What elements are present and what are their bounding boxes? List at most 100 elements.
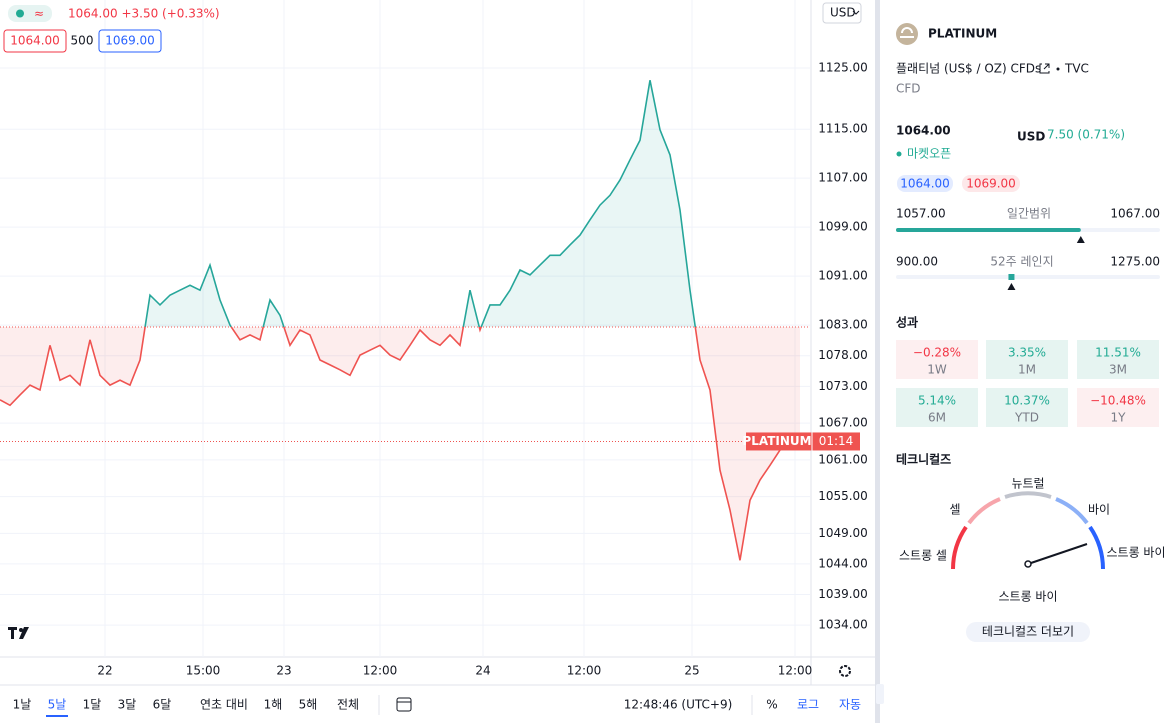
range-fill <box>896 228 1081 232</box>
exchange: TVC <box>1064 62 1089 76</box>
settings-icon[interactable] <box>839 665 851 677</box>
technicals-button[interactable] <box>966 622 1090 642</box>
chevron <box>852 10 860 15</box>
y-tick-label: 1099.00 <box>818 220 868 234</box>
logo <box>8 627 29 639</box>
currency-button[interactable] <box>822 2 862 24</box>
status: 마켓오픈 <box>907 147 951 161</box>
x-tick-label: 22 <box>97 664 112 678</box>
year-range-title: 52주 레인지 <box>990 255 1053 269</box>
ask-pill <box>962 175 1020 192</box>
symbol: PLATINUM <box>928 27 997 41</box>
performance-period: 3M <box>1109 363 1127 377</box>
range-button[interactable]: 5날 <box>48 698 67 712</box>
performance-period: YTD <box>1014 411 1039 425</box>
ask: 1069.00 <box>966 177 1016 191</box>
performance-period: 1M <box>1018 363 1036 377</box>
y-tick-label: 1067.00 <box>818 416 868 430</box>
symbol-glyph <box>900 27 914 38</box>
ask-box[interactable] <box>98 29 162 53</box>
range-track <box>896 275 1160 279</box>
gauge-buy: 바이 <box>1088 503 1110 517</box>
collapse-button[interactable] <box>876 684 884 704</box>
external-icon[interactable] <box>1039 63 1050 74</box>
needle <box>1027 543 1088 565</box>
x-tick-label: 12:00 <box>778 664 813 678</box>
toolbar: 1날 5날 1달 3달 6달 연초 대비 1해 5해 전체 <box>13 698 359 717</box>
calendar-icon[interactable] <box>396 697 412 712</box>
auto-toggle[interactable]: 자동 <box>839 698 861 712</box>
status-dot <box>896 151 902 157</box>
x-tick-label: 15:00 <box>186 664 221 678</box>
performance-title: 성과 <box>896 315 918 330</box>
performance-period: 1Y <box>1111 411 1127 425</box>
legend-change: 1064.00 +3.50 (+0.33%) <box>68 7 220 21</box>
gauge-strong-sell: 스트롱 셀 <box>899 549 947 563</box>
technicals-button-label[interactable]: 테크니컬즈 더보기 <box>982 625 1074 639</box>
day-range-title: 일간범위 <box>1007 207 1051 221</box>
performance-cell <box>986 388 1068 427</box>
delay-icon: ≈ <box>34 7 44 21</box>
range-button[interactable]: 전체 <box>337 698 359 712</box>
area <box>0 80 800 327</box>
performance-value: 11.51% <box>1095 346 1141 360</box>
price: 1064.00 <box>896 124 951 138</box>
gauge <box>951 491 1105 570</box>
description: 플래티넘 (US$ / OZ) CFDs <box>896 62 1041 76</box>
y-tick-label: 1091.00 <box>818 269 868 283</box>
line <box>0 326 801 561</box>
kind: CFD <box>896 82 921 96</box>
range-button[interactable]: 1해 <box>264 698 283 712</box>
y-tick-label: 1034.00 <box>818 618 868 632</box>
x-tick-label: 23 <box>276 664 291 678</box>
performance-period: 6M <box>928 411 946 425</box>
performance-cell <box>896 388 978 427</box>
range-marker <box>1076 236 1085 243</box>
area <box>0 326 800 561</box>
performance-cell <box>986 340 1068 379</box>
range-button[interactable]: 5해 <box>299 698 318 712</box>
performance-value: 3.35% <box>1008 346 1046 360</box>
range-button[interactable]: 1달 <box>83 698 102 712</box>
price-tag-timer: 01:14 <box>819 434 854 448</box>
y-tick-label: 1115.00 <box>818 122 868 136</box>
clock: 12:48:46 (UTC+9) <box>624 698 733 712</box>
y-tick-label: 1078.00 <box>818 348 868 362</box>
performance-cell <box>896 340 978 379</box>
symbol-icon <box>896 23 918 45</box>
y-tick-label: 1073.00 <box>818 379 868 393</box>
y-tick-label: 1083.00 <box>818 318 868 332</box>
performance-period: 1W <box>927 363 947 377</box>
performance: −0.28% 1W 3.35% 1M 11.51% 3M 5.14% 6M 10.37% YTD −… <box>896 340 1159 427</box>
performance-value: 10.37% <box>1004 394 1050 408</box>
spread: 500 <box>71 34 94 48</box>
performance-value: −10.48% <box>1090 394 1146 408</box>
range-button[interactable]: 3달 <box>118 698 137 712</box>
log-toggle[interactable]: 로그 <box>797 698 819 712</box>
range-button[interactable]: 연초 대비 <box>200 698 248 712</box>
currency[interactable]: USD <box>830 6 856 20</box>
technicals-title: 테크니컬즈 <box>896 452 951 467</box>
percent-toggle[interactable]: % <box>766 698 777 712</box>
ask[interactable]: 1069.00 <box>105 34 155 48</box>
ranges <box>896 228 1160 290</box>
year-high: 1275.00 <box>1110 255 1160 269</box>
range-button[interactable]: 6달 <box>153 698 172 712</box>
bid: 1064.00 <box>900 177 950 191</box>
y-tick-label: 1055.00 <box>818 489 868 503</box>
chart: 1125.00 1115.00 1107.00 1099.00 1091.00 1083.… <box>0 0 868 678</box>
bid[interactable]: 1064.00 <box>10 34 60 48</box>
range-button[interactable]: 1날 <box>13 698 32 712</box>
x-tick-label: 12:00 <box>363 664 398 678</box>
gauge-neutral: 뉴트럴 <box>1011 477 1044 491</box>
price-tag-label: PLATINUM <box>742 434 811 448</box>
panel-separator <box>875 0 880 723</box>
performance-value: 5.14% <box>918 394 956 408</box>
bid-box[interactable] <box>3 29 67 53</box>
range-marker <box>1007 283 1016 290</box>
gauge-strong-buy: 스트롱 바이 <box>1106 546 1165 560</box>
performance-cell <box>1077 340 1159 379</box>
day-low: 1057.00 <box>896 207 946 221</box>
